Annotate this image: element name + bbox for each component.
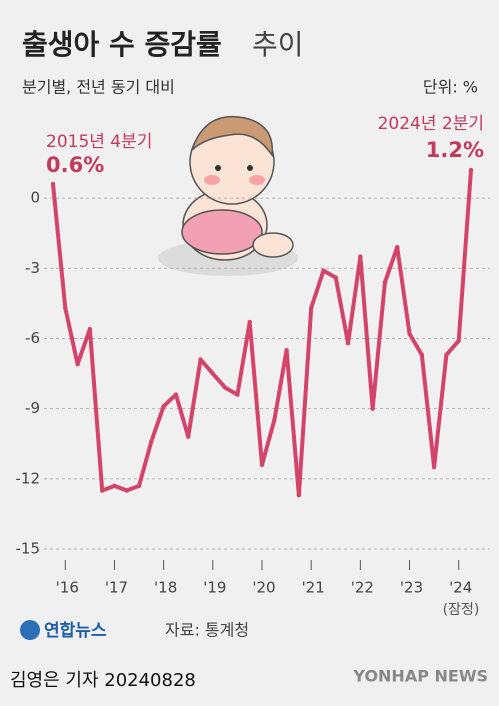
point [136,483,142,489]
point [444,352,449,358]
agency: YONHAP NEWS [352,667,488,686]
x-tick-label: '21 [302,579,325,597]
point [333,275,338,280]
subtitle: 분기별, 전년 동기 대비 [22,78,175,97]
point [222,385,228,390]
point [124,488,129,493]
y-tick-label: -9 [25,399,40,417]
point [419,352,425,358]
point [50,181,56,187]
data-label: 0.6% [46,153,104,177]
point [370,406,375,411]
point [395,245,400,250]
y-tick-label: -15 [16,540,41,558]
point [345,340,351,346]
chart-title: 출생아 수 증감률 [22,28,222,61]
annotation: 2024년 2분기 [378,114,484,134]
point [87,326,93,332]
point [358,254,363,259]
source: 자료: 통계청 [165,621,249,640]
point [308,305,314,311]
unit: 단위: % [423,78,478,97]
point [272,418,277,423]
data-label: 1.2% [426,138,484,162]
point [247,319,252,325]
point [63,305,68,311]
logo: 연합뉴스 [20,620,107,641]
x-tick-label: '22 [351,579,374,597]
x-tick-label: '18 [154,579,177,597]
point [431,464,437,470]
point [259,462,265,467]
point [235,392,240,397]
point [99,488,105,493]
point [186,434,191,439]
point [284,347,289,353]
point [321,268,326,273]
point [456,338,461,343]
point [75,361,80,367]
point [407,331,412,336]
x-tick-label: '16 [56,579,79,597]
x-tick-label: '20 [252,579,275,597]
x-tick-label: '23 [400,579,423,597]
point [468,167,474,173]
y-tick-label: 0 [30,189,40,207]
x-tick-label: '19 [203,579,226,597]
y-tick-label: -12 [16,469,41,487]
annotation: 2015년 4분기 [46,132,152,152]
x-tick-label: '17 [105,579,128,597]
point [161,404,166,409]
chart-title-suffix: 추이 [252,28,304,61]
point [382,280,388,285]
point [210,371,216,376]
point [198,357,203,362]
logo-text: 연합뉴스 [44,620,107,641]
baby-illustration [158,116,298,276]
x-tick-label: '24 [449,579,472,597]
point [296,492,302,498]
point [173,392,179,397]
y-tick-label: -6 [25,329,40,347]
y-tick-label: -3 [25,259,40,277]
byline: 김영은 기자 20240828 [10,670,196,691]
point [149,439,154,444]
x-note: (잠정) [443,602,480,618]
point [112,483,117,489]
